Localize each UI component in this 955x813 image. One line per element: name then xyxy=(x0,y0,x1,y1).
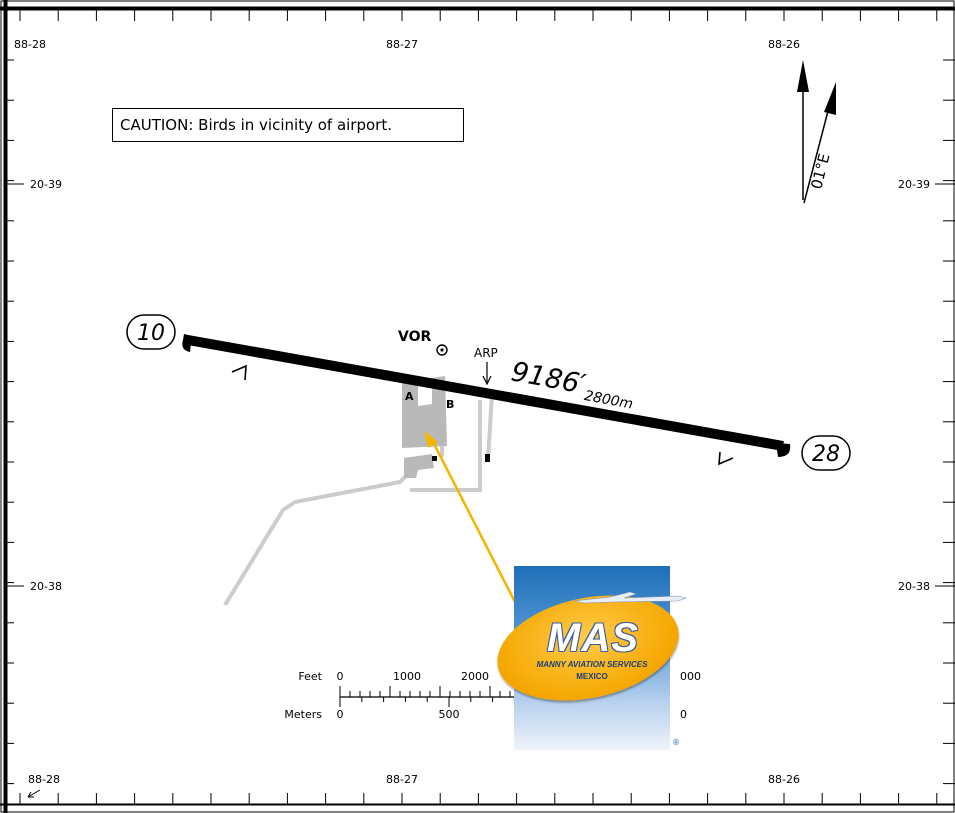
scale-meters-tick-last: 0 xyxy=(680,708,687,721)
apron xyxy=(402,376,447,478)
runway-length-feet: 9186′ xyxy=(509,356,588,400)
graticule-ticks xyxy=(6,10,955,804)
runway-10-28 xyxy=(187,335,784,451)
runway-end-badge-28 xyxy=(801,435,851,471)
caution-note: CAUTION: Birds in vicinity of airport. xyxy=(112,108,464,142)
mas-logo: MAS MANNY AVIATION SERVICES MEXICO ® xyxy=(487,566,689,750)
threshold-arrow-icon xyxy=(231,364,734,466)
lat-label-left-upper: 20-39 xyxy=(30,178,62,191)
lat-label-right-upper: 20-39 xyxy=(898,178,930,191)
runway-end-label-10: 10 xyxy=(137,321,165,346)
taxiway-label-b: B xyxy=(446,398,454,411)
taxiway-label-a: A xyxy=(405,390,414,403)
scale-meters-tick-500: 500 xyxy=(439,708,460,721)
vor-icon xyxy=(436,344,448,356)
scale-bar xyxy=(339,686,521,707)
logo-wordmark: MAS xyxy=(547,616,639,660)
access-roads xyxy=(223,393,494,607)
north-arrow-icon xyxy=(797,60,836,204)
scale-feet-tick-last: 000 xyxy=(680,670,701,683)
scale-feet-label: Feet xyxy=(298,670,322,683)
magnetic-variation-label: 01°E xyxy=(807,152,833,191)
lat-label-left-lower: 20-38 xyxy=(30,580,62,593)
arp-label: ARP xyxy=(474,346,498,360)
logo-pointer-arrow xyxy=(424,431,518,605)
runway-end-28 xyxy=(776,443,791,457)
scale-meters-tick-0: 0 xyxy=(337,708,344,721)
lat-label-right-lower: 20-38 xyxy=(898,580,930,593)
corner-arrow-icon xyxy=(27,789,41,798)
runway-end-10 xyxy=(182,334,192,352)
lon-label-top-mid: 88-27 xyxy=(386,38,418,51)
logo-country: MEXICO xyxy=(576,672,608,681)
arp-arrow-icon xyxy=(482,362,492,386)
scale-meters-label: Meters xyxy=(284,708,322,721)
building-marker xyxy=(432,456,437,461)
lon-label-top-right: 88-26 xyxy=(768,38,800,51)
runway-end-badge-10 xyxy=(126,314,176,350)
scale-feet-tick-1000: 1000 xyxy=(393,670,421,683)
vor-label: VOR xyxy=(398,329,431,345)
registered-mark: ® xyxy=(672,738,680,747)
lon-label-bottom-left: 88-28 xyxy=(28,773,60,786)
scale-feet-tick-2000: 2000 xyxy=(461,670,489,683)
runway-end-label-28: 28 xyxy=(812,442,840,467)
logo-company-name: MANNY AVIATION SERVICES xyxy=(536,660,648,669)
lon-label-top-left: 88-28 xyxy=(14,38,46,51)
building-marker xyxy=(485,454,490,462)
lon-label-bottom-mid: 88-27 xyxy=(386,773,418,786)
lon-label-bottom-right: 88-26 xyxy=(768,773,800,786)
airplane-icon xyxy=(574,592,686,604)
scale-feet-tick-0: 0 xyxy=(337,670,344,683)
